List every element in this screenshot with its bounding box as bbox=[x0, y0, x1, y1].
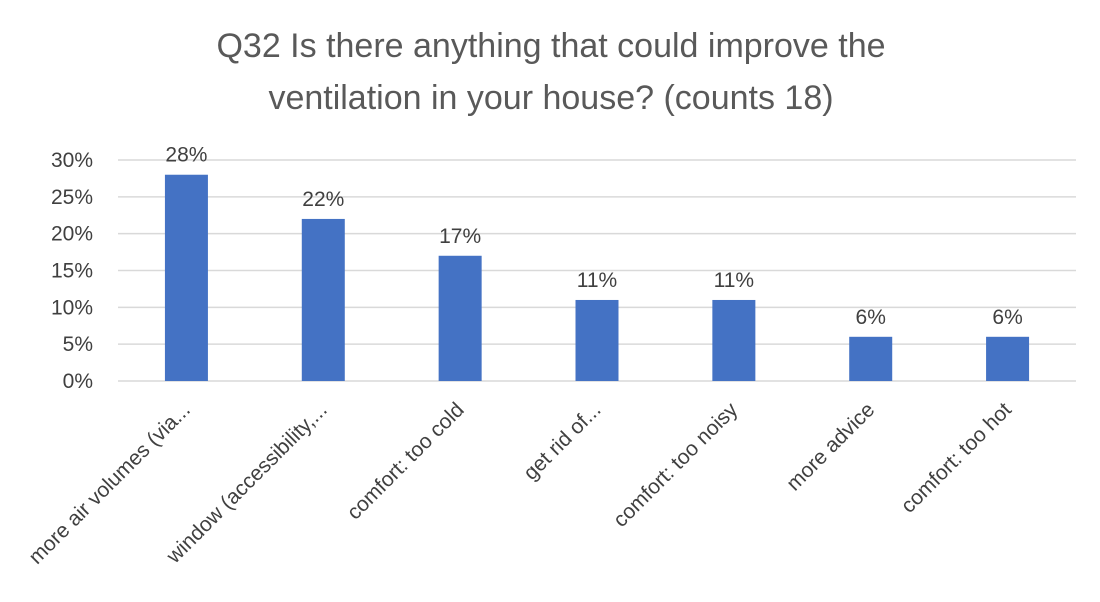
bar bbox=[712, 299, 756, 381]
data-label: 11% bbox=[714, 269, 754, 292]
data-label: 6% bbox=[856, 306, 886, 329]
y-tick-label: 5% bbox=[63, 333, 93, 356]
data-label: 11% bbox=[577, 269, 617, 292]
category-label: more advice bbox=[782, 398, 879, 495]
data-label: 28% bbox=[165, 144, 207, 167]
y-tick-label: 20% bbox=[51, 223, 93, 246]
y-tick-label: 30% bbox=[51, 149, 93, 172]
y-tick-label: 0% bbox=[63, 370, 93, 393]
bar bbox=[164, 174, 208, 381]
data-label: 22% bbox=[302, 188, 344, 211]
y-axis-tick-labels: 0% 5% 10% 15% 20% 25% 30% bbox=[51, 149, 93, 393]
bar bbox=[986, 336, 1030, 381]
data-labels: 28% 22% 17% 11% 11% 6% 6% bbox=[165, 144, 1022, 329]
bar bbox=[438, 255, 482, 381]
category-label: comfort: too hot bbox=[897, 398, 1017, 518]
chart-title-line-2: ventilation in your house? (counts 18) bbox=[268, 79, 833, 117]
y-tick-label: 10% bbox=[51, 296, 93, 319]
chart-title-line-1: Q32 Is there anything that could improve… bbox=[216, 27, 885, 65]
chart-title: Q32 Is there anything that could improve… bbox=[216, 27, 885, 117]
category-label: comfort: too noisy bbox=[609, 398, 743, 532]
data-label: 6% bbox=[992, 306, 1022, 329]
category-label: get rid of... bbox=[519, 398, 605, 484]
bar bbox=[301, 218, 345, 381]
data-label: 17% bbox=[439, 225, 481, 248]
bar bbox=[575, 299, 619, 381]
category-label: comfort: too cold bbox=[343, 398, 469, 524]
category-label: window (accessibility,... bbox=[162, 398, 332, 568]
bars bbox=[164, 174, 1030, 381]
y-tick-label: 15% bbox=[51, 260, 93, 283]
bar bbox=[849, 336, 893, 381]
y-tick-label: 25% bbox=[51, 186, 93, 209]
x-axis-category-labels: more air volumes (via...window (accessib… bbox=[24, 398, 1016, 569]
